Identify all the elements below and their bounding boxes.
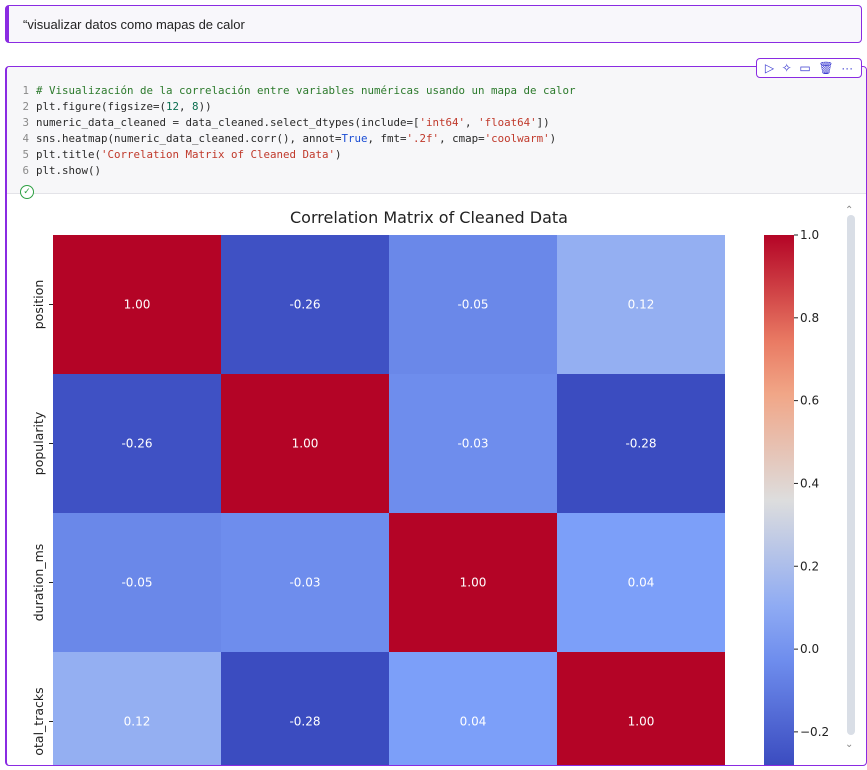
line-number: 3 — [22, 116, 29, 129]
heatmap-cell — [557, 652, 725, 765]
comment-icon[interactable]: ▭ — [799, 61, 811, 75]
code-token: , — [465, 116, 479, 129]
code-token: numeric_data_cleaned = data_cleaned.sele… — [36, 116, 420, 129]
code-token: )) — [198, 100, 212, 113]
cell-annotation: -0.05 — [121, 576, 152, 590]
check-circle-icon: ✓ — [20, 185, 34, 199]
heatmap-cell — [53, 374, 221, 513]
code-line: 5 plt.title('Correlation Matrix of Cleane… — [7, 147, 342, 163]
code-token: plt.show() — [36, 164, 102, 177]
code-line: 3 numeric_data_cleaned = data_cleaned.sel… — [7, 115, 550, 131]
code-token: ) — [335, 148, 342, 161]
code-token: 8 — [192, 100, 199, 113]
code-token: 'int64' — [419, 116, 466, 129]
heatmap-chart: Correlation Matrix of Cleaned Data 1.00 -0… — [31, 208, 829, 765]
colorbar-tick-label: −0.2 — [800, 725, 829, 739]
code-cell[interactable]: 1 # Visualización de la correlación entre… — [5, 66, 867, 766]
cell-annotation: -0.26 — [121, 437, 152, 451]
cell-annotation: -0.28 — [289, 715, 320, 729]
cell-annotation: -0.03 — [457, 437, 488, 451]
y-tick-label: duration_ms — [31, 544, 46, 622]
code-token: 'Correlation Matrix of Cleaned Data' — [101, 148, 336, 161]
heatmap-cell — [389, 513, 557, 652]
y-tick-label: popularity — [31, 411, 46, 475]
code-token: '.2f' — [406, 132, 440, 145]
colorbar-tick-label: 0.2 — [800, 559, 819, 573]
heatmap-cell — [53, 513, 221, 652]
colorbar-tick-label: 0.6 — [800, 394, 819, 408]
code-token: ]) — [536, 116, 550, 129]
code-token: , cmap= — [439, 132, 485, 145]
cell-annotation: 1.00 — [628, 715, 655, 729]
heatmap-cell — [53, 235, 221, 374]
colorbar-tick-label: 1.0 — [800, 228, 819, 242]
markdown-cell[interactable]: “visualizar datos como mapas de calor — [5, 5, 862, 43]
code-line: 6 plt.show() — [7, 163, 101, 179]
cell-annotation: -0.03 — [289, 576, 320, 590]
line-number: 2 — [22, 100, 29, 113]
markdown-text: “visualizar datos como mapas de calor — [23, 17, 245, 32]
run-icon[interactable]: ▷ — [764, 61, 775, 75]
line-number: 4 — [22, 132, 29, 145]
line-number: 1 — [22, 84, 29, 97]
scroll-down-icon[interactable]: ⌄ — [845, 739, 854, 750]
colorbar-tick-label: 0.8 — [800, 311, 819, 325]
cell-annotation: 0.12 — [124, 715, 151, 729]
cell-annotation: 0.04 — [460, 715, 487, 729]
code-token: # Visualización de la correlación entre … — [36, 84, 576, 97]
heatmap-cell — [557, 235, 725, 374]
colorbar-tick-label: 0.4 — [800, 476, 819, 490]
code-token: True — [341, 132, 368, 145]
code-token: 12 — [166, 100, 180, 113]
heatmap-cell — [53, 652, 221, 765]
code-token: 'coolwarm' — [484, 132, 550, 145]
y-tick-label: otal_tracks — [31, 687, 46, 755]
code-line: 4 sns.heatmap(numeric_data_cleaned.corr()… — [7, 131, 556, 147]
code-token: 'float64' — [478, 116, 537, 129]
cell-annotation: 1.00 — [460, 576, 487, 590]
cell-annotation: -0.26 — [289, 298, 320, 312]
cell-annotation: 0.04 — [628, 576, 655, 590]
line-number: 5 — [22, 148, 29, 161]
output-scrollbar[interactable] — [847, 215, 855, 735]
code-token: ) — [549, 132, 557, 145]
line-number: 6 — [22, 164, 29, 177]
code-editor[interactable]: 1 # Visualización de la correlación entre… — [7, 67, 866, 194]
heatmap-cell — [557, 513, 725, 652]
cell-annotation: 1.00 — [292, 437, 319, 451]
heatmap-cell — [221, 235, 389, 374]
heatmap-cell — [389, 235, 557, 374]
chart-title: Correlation Matrix of Cleaned Data — [290, 208, 568, 227]
heatmap-cell — [389, 374, 557, 513]
colorbar-tick-label: 0.0 — [800, 642, 819, 656]
cell-annotation: -0.05 — [457, 298, 488, 312]
heatmap-cell — [221, 374, 389, 513]
cell-annotation: -0.28 — [625, 437, 656, 451]
cell-annotation: 0.12 — [628, 298, 655, 312]
more-icon[interactable]: ··· — [841, 61, 854, 75]
code-line: 2 plt.figure(figsize=(12, 8)) — [7, 99, 212, 115]
code-token: plt.title( — [36, 148, 102, 161]
cell-toolbar: ▷ ✧ ▭ 🗑 ··· — [756, 58, 862, 78]
y-tick-label: position — [31, 280, 46, 330]
ai-sparkle-icon[interactable]: ✧ — [781, 61, 792, 75]
colorbar — [764, 235, 794, 765]
code-line: 1 # Visualización de la correlación entre… — [7, 83, 576, 99]
heatmap-cell — [557, 374, 725, 513]
scroll-up-icon[interactable]: ⌃ — [845, 205, 854, 216]
code-token: plt.figure(figsize=( — [36, 100, 167, 113]
heatmap-cell — [221, 652, 389, 765]
code-token: , — [179, 100, 193, 113]
code-token: sns.heatmap(numeric_data_cleaned.corr(),… — [36, 132, 342, 145]
trash-icon[interactable]: 🗑 — [818, 61, 834, 75]
code-token: , fmt= — [367, 132, 407, 145]
cell-annotation: 1.00 — [124, 298, 151, 312]
heatmap-cell — [389, 652, 557, 765]
heatmap-cell — [221, 513, 389, 652]
